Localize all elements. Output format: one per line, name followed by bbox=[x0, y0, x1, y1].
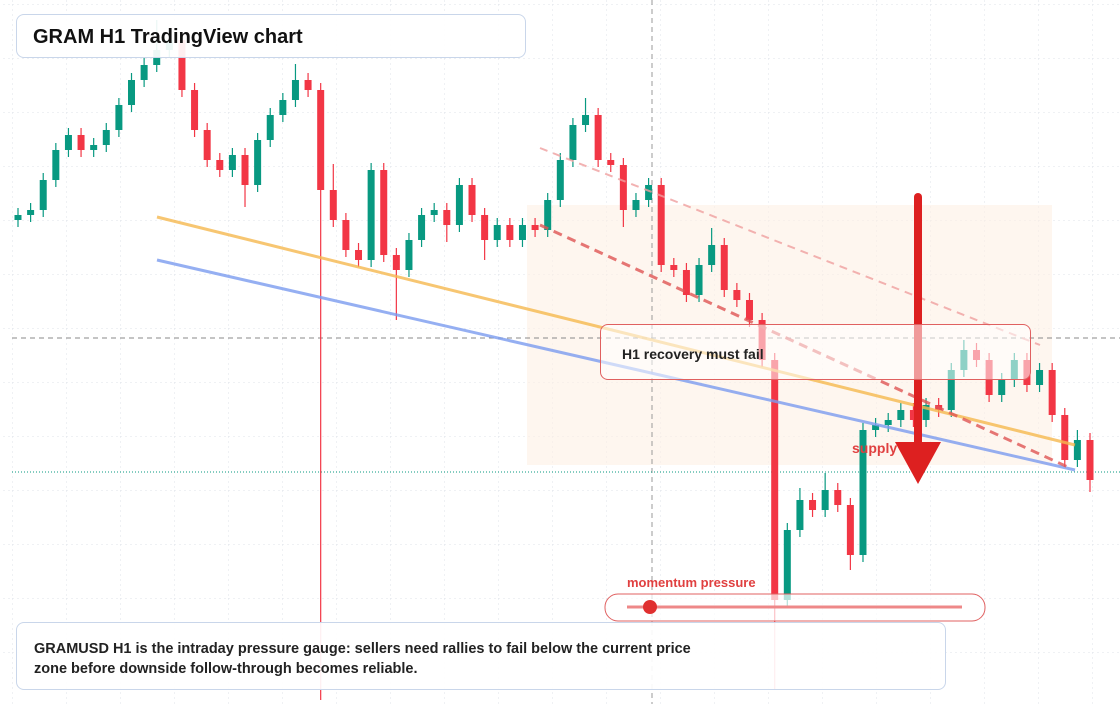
candle-body bbox=[632, 200, 640, 210]
callout-box: H1 recovery must fail bbox=[600, 324, 1031, 380]
candle-body bbox=[266, 115, 274, 140]
candle-body bbox=[405, 240, 413, 270]
candle-body bbox=[140, 65, 148, 80]
candle-body bbox=[506, 225, 514, 240]
candle-body bbox=[77, 135, 85, 150]
candle-body bbox=[115, 105, 123, 130]
candle-body bbox=[657, 185, 665, 265]
candle-body bbox=[796, 500, 804, 530]
candle-body bbox=[468, 185, 476, 215]
candle-body bbox=[380, 170, 388, 255]
candle-body bbox=[594, 115, 602, 160]
candle-body bbox=[556, 160, 564, 200]
caption-box: GRAMUSD H1 is the intraday pressure gaug… bbox=[16, 622, 946, 690]
candle-body bbox=[695, 265, 703, 295]
candle-body bbox=[216, 160, 224, 170]
candle-body bbox=[367, 170, 375, 260]
candle-body bbox=[745, 300, 753, 320]
candle-body bbox=[645, 185, 653, 200]
candle-body bbox=[493, 225, 501, 240]
candle-body bbox=[102, 130, 110, 145]
candle-body bbox=[90, 145, 98, 150]
candle-body bbox=[279, 100, 287, 115]
candle-body bbox=[1061, 415, 1069, 460]
candle-body bbox=[1036, 370, 1044, 385]
candle-body bbox=[39, 180, 47, 210]
candle-body bbox=[27, 210, 35, 215]
momentum-label: momentum pressure bbox=[627, 575, 756, 590]
candle-body bbox=[64, 135, 72, 150]
candle-body bbox=[846, 505, 854, 555]
candle-body bbox=[720, 245, 728, 290]
channel-line bbox=[539, 147, 1041, 346]
candle-body bbox=[304, 80, 312, 90]
candle-body bbox=[569, 125, 577, 160]
candle-body bbox=[682, 270, 690, 295]
candle-body bbox=[481, 215, 489, 240]
candle-body bbox=[178, 40, 186, 90]
candle-body bbox=[518, 225, 526, 240]
candle-body bbox=[834, 490, 842, 505]
candle-body bbox=[203, 130, 211, 160]
candle-body bbox=[897, 410, 905, 420]
title-box: GRAM H1 TradingView chart bbox=[16, 14, 526, 58]
candle-body bbox=[355, 250, 363, 260]
candle-body bbox=[708, 245, 716, 265]
candle-body bbox=[418, 215, 426, 240]
candle-body bbox=[317, 90, 325, 190]
candle-body bbox=[392, 255, 400, 270]
candle-body bbox=[430, 210, 438, 215]
arrow-head bbox=[895, 442, 941, 484]
candle-body bbox=[998, 380, 1006, 395]
candle-body bbox=[1048, 370, 1056, 415]
candle-body bbox=[607, 160, 615, 165]
candle-body bbox=[228, 155, 236, 170]
candle-body bbox=[872, 425, 880, 430]
slider-knob bbox=[643, 600, 657, 614]
candle-body bbox=[670, 265, 678, 270]
candle-body bbox=[531, 225, 539, 230]
candle-body bbox=[1073, 440, 1081, 460]
candle-body bbox=[544, 200, 552, 230]
candle-body bbox=[128, 80, 136, 105]
candle-body bbox=[809, 500, 817, 510]
candle-body bbox=[191, 90, 199, 130]
callout-text: H1 recovery must fail bbox=[622, 346, 764, 362]
candle-body bbox=[14, 215, 22, 220]
candle-body bbox=[783, 530, 791, 600]
candle-body bbox=[329, 190, 337, 220]
candle-body bbox=[241, 155, 249, 185]
candle-body bbox=[884, 420, 892, 425]
candle-body bbox=[254, 140, 262, 185]
candle-body bbox=[947, 370, 955, 410]
candle-body bbox=[771, 360, 779, 600]
candle-body bbox=[455, 185, 463, 225]
candle-body bbox=[1086, 440, 1094, 480]
candle-body bbox=[922, 405, 930, 420]
candle-body bbox=[52, 150, 60, 180]
candle-body bbox=[859, 430, 867, 555]
candle-body bbox=[582, 115, 590, 125]
candle-body bbox=[443, 210, 451, 225]
candle-body bbox=[909, 410, 917, 420]
candle-body bbox=[821, 490, 829, 510]
candle-body bbox=[342, 220, 350, 250]
candle-body bbox=[291, 80, 299, 100]
candle-body bbox=[619, 165, 627, 210]
title: GRAM H1 TradingView chart bbox=[33, 26, 303, 48]
candle-body bbox=[733, 290, 741, 300]
caption: GRAMUSD H1 is the intraday pressure gaug… bbox=[34, 641, 691, 677]
